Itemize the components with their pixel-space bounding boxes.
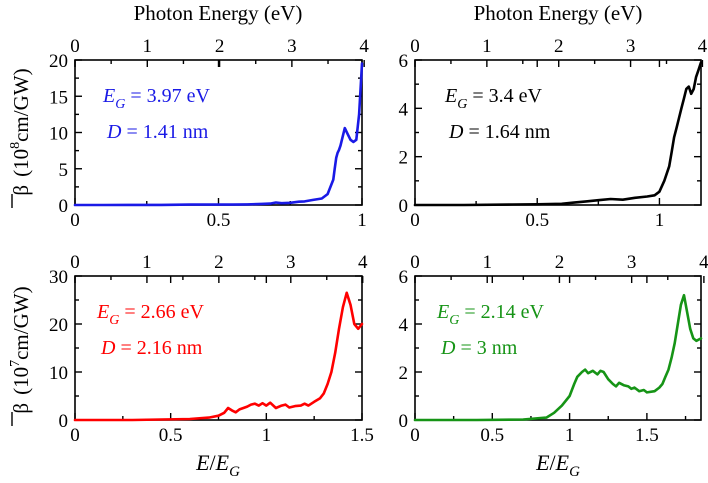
top-ev-tick-label: 0	[410, 36, 420, 57]
diameter-annotation: D = 3 nm	[440, 337, 518, 359]
x-tick-label: 0.5	[525, 210, 549, 231]
top-ev-tick-label: 2	[554, 36, 564, 57]
diameter-annotation: D = 2.16 nm	[100, 337, 203, 359]
y-tick-label: 5	[59, 160, 69, 181]
top-ev-tick-label: 1	[482, 252, 492, 273]
y-tick-label: 20	[49, 315, 68, 336]
top-ev-tick-label: 2	[555, 252, 565, 273]
top-ev-tick-label: 4	[358, 252, 368, 273]
x-axis-label-left: E/EG	[195, 450, 240, 480]
beta-symbol: β	[9, 185, 33, 196]
top-ev-tick-label: 0	[70, 252, 80, 273]
top-ev-tick-label: 1	[142, 252, 152, 273]
top-ev-tick-label: 3	[287, 36, 297, 57]
y-tick-label: 0	[399, 196, 409, 217]
top-ev-tick-label: 3	[626, 36, 636, 57]
y-tick-label: 30	[49, 267, 68, 288]
x-tick-label: 0.5	[159, 425, 183, 446]
top-ev-tick-label: 0	[410, 252, 420, 273]
bandgap-annotation: EG = 2.14 eV	[436, 301, 545, 328]
chart-panel-4: 0 0.5 1 1.5 0 1 2 3 4 0 2 4 6 EG = 2.14 eV D = 3 nm	[399, 252, 708, 446]
series-line-3	[73, 291, 364, 422]
y-tick-label: 4	[399, 315, 409, 336]
x-tick-label: 1.5	[635, 425, 659, 446]
y-unit-suffix: cm/GW)	[9, 286, 33, 359]
y-unit-suffix: cm/GW)	[9, 68, 33, 141]
top-ev-tick-label: 3	[286, 252, 296, 273]
y-axis-label-bottom: β (107cm/GW)	[8, 286, 33, 413]
top-ev-tick-label: 4	[359, 36, 369, 57]
series-line-1	[73, 62, 364, 207]
x-tick-label: 0	[70, 210, 80, 231]
y-tick-label: 6	[399, 267, 409, 288]
y-tick-label: 0	[399, 411, 409, 432]
x-axis-label-right: E/EG	[535, 450, 580, 480]
bandgap-annotation: EG = 3.97 eV	[102, 85, 211, 112]
y-tick-label: 0	[59, 196, 69, 217]
y-tick-label: 4	[399, 99, 409, 120]
top-ev-tick-label: 3	[627, 252, 637, 273]
x-tick-label: 0.5	[480, 425, 504, 446]
diameter-annotation: D = 1.64 nm	[448, 121, 551, 143]
bandgap-annotation: EG = 3.4 eV	[444, 85, 543, 112]
bandgap-annotation: EG = 2.66 eV	[96, 301, 205, 328]
top-ev-tick-label: 1	[482, 36, 492, 57]
top-ev-tick-label: 0	[70, 36, 80, 57]
y-tick-label: 6	[399, 51, 409, 72]
top-axis-title-right: Photon Energy (eV)	[474, 1, 643, 25]
top-axis-title-left: Photon Energy (eV)	[134, 1, 303, 25]
chart-panel-3: 0 0.5 1 1.5 0 1 2 3 4 0 10 20 30 EG = 2.66 eV D = 2.16…	[49, 252, 374, 446]
top-ev-tick-label: 2	[214, 252, 224, 273]
y-tick-label: 0	[59, 411, 69, 432]
y-unit-exponent: 8	[8, 142, 23, 149]
y-tick-label: 2	[399, 148, 409, 169]
y-tick-label: 20	[49, 51, 68, 72]
x-tick-label: 1	[357, 210, 367, 231]
y-tick-label: 10	[49, 124, 68, 145]
y-tick-label: 10	[49, 363, 68, 384]
x-tick-label: 0.5	[207, 210, 231, 231]
x-tick-label: 1	[565, 425, 575, 446]
y-tick-label: 2	[399, 363, 409, 384]
chart-panel-2: 0 0.5 1 0 1 2 3 4 0 2 4 6 EG = 3.4 eV D = 1.64 nm	[399, 36, 708, 231]
y-unit-prefix: (10	[9, 367, 33, 395]
diameter-annotation: D = 1.41 nm	[106, 121, 209, 143]
y-unit-prefix: (10	[9, 149, 33, 177]
top-ev-tick-label: 2	[215, 36, 225, 57]
series-line-4	[413, 293, 703, 422]
top-ev-tick-label: 1	[143, 36, 153, 57]
y-unit-exponent: 7	[8, 360, 23, 367]
top-ev-tick-label: 4	[698, 36, 708, 57]
y-axis-label-top: β (108cm/GW)	[8, 68, 33, 195]
series-line-2	[413, 61, 703, 207]
x-tick-label: 1	[655, 210, 665, 231]
x-tick-label: 0	[70, 425, 80, 446]
x-tick-label: 1.5	[350, 425, 374, 446]
y-tick-label: 15	[49, 87, 68, 108]
x-tick-label: 1	[262, 425, 272, 446]
top-ev-tick-label: 4	[699, 252, 708, 273]
x-tick-label: 0	[410, 210, 420, 231]
x-tick-label: 0	[410, 425, 420, 446]
beta-symbol: β	[9, 403, 33, 414]
